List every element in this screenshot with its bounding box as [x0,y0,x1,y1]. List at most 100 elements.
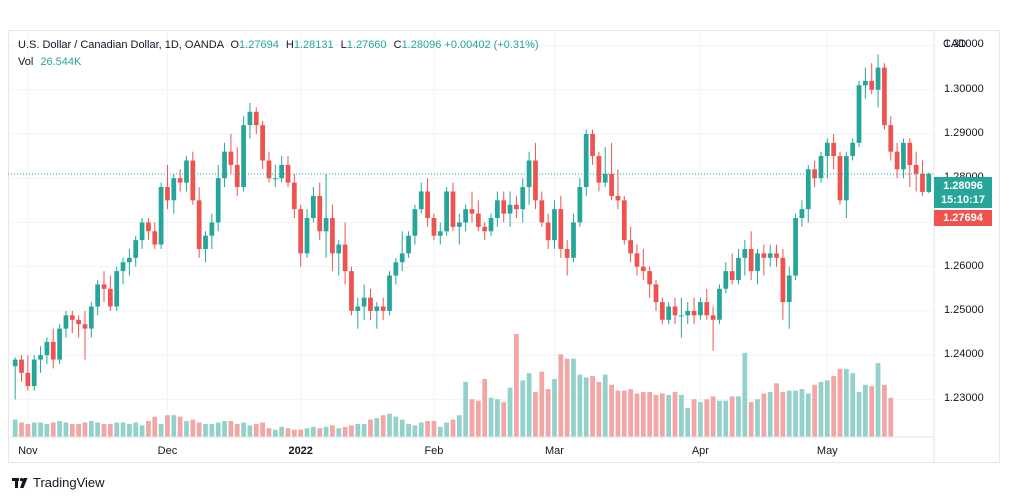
candle [710,306,716,351]
volume-bar [215,422,221,437]
candle-body [101,284,107,289]
candle [666,302,672,325]
volume-bar [647,392,653,437]
candle [253,107,259,134]
candle [234,147,240,196]
candle-body [234,164,240,188]
candle [203,231,208,263]
volume-bar [133,422,139,437]
volume-bar [495,399,500,437]
volume-label[interactable]: Vol [18,56,34,68]
volume-bar [285,428,291,437]
candle-body [723,271,729,289]
candle-body [393,262,399,276]
candle-body [336,244,342,254]
price-tick-label: 1.30000 [944,82,984,95]
candle [323,173,329,258]
volume-bar [342,426,348,437]
chart-frame [8,30,1000,463]
candle [120,257,126,285]
candle-body [920,173,925,192]
candle [463,204,469,232]
volume-bar [602,374,608,437]
volume-value: 26.544K [40,56,82,68]
candle-body [748,248,754,272]
candle [171,173,177,214]
candle [520,178,526,223]
price-tick-label: 1.29000 [944,126,984,139]
volume-bar [266,428,272,437]
candle-body [698,302,703,316]
candle-body [253,111,259,126]
candle [507,191,513,227]
volume-bar [114,422,120,437]
candle [146,218,151,241]
candle-body [311,195,316,219]
volume-bar [698,402,703,437]
candle-body [272,178,278,180]
candle [571,213,576,263]
volume-bar [812,384,817,437]
candle-body [165,187,170,201]
volume-bar [469,399,475,437]
candle-body [552,209,557,241]
volume-bar [577,374,583,437]
candle-body [850,142,856,157]
candle [190,151,196,205]
volume-bar [456,415,462,437]
volume-bar [767,392,773,437]
volume-layer [12,334,894,437]
candle [57,324,62,365]
volume-bar [355,423,361,437]
candle [748,231,754,280]
volume-bar [488,397,494,437]
close-label: C [393,39,402,51]
candle-body [241,125,246,188]
volume-bar [831,376,837,437]
candle [76,315,81,338]
close-value: 1.28096 [401,39,442,51]
candle [590,129,595,165]
candle-body [812,169,817,179]
volume-bar [184,421,189,437]
candle [698,297,703,320]
volume-bar [139,425,145,437]
candle-body [843,156,849,201]
candle-body [463,209,469,223]
candle-body [323,218,329,232]
candle-body [615,195,621,201]
symbol-title[interactable]: U.S. Dollar / Canadian Dollar, 1D, OANDA [18,39,224,51]
candle-body [114,271,120,307]
tradingview-brand[interactable]: TradingView [12,475,105,490]
volume-bar [241,422,246,437]
volume-bar [882,384,887,437]
candle [615,169,621,210]
volume-bar [412,425,418,437]
volume-bar [101,423,107,437]
candle-body [666,306,672,320]
candle [596,151,602,192]
candle [659,297,665,325]
candle [482,222,488,241]
volume-bar [450,419,456,437]
candle-body [374,306,380,311]
candle [621,195,627,245]
time-tick-label: Dec [157,445,178,457]
candle-body [704,302,710,316]
volume-bar [291,429,297,437]
candle-body [330,218,335,254]
volume-bar [780,392,786,437]
last-price-value: 1.28096 [943,180,983,192]
candle [793,213,798,280]
candle [609,142,614,201]
volume-bar [679,394,684,437]
candle [399,231,405,272]
candle [767,244,773,267]
volume-bar [12,419,18,437]
volume-bar [311,426,316,437]
candle-body [107,288,113,307]
volume-bar [165,415,170,437]
candle [222,142,227,188]
volume-bar [875,363,881,437]
